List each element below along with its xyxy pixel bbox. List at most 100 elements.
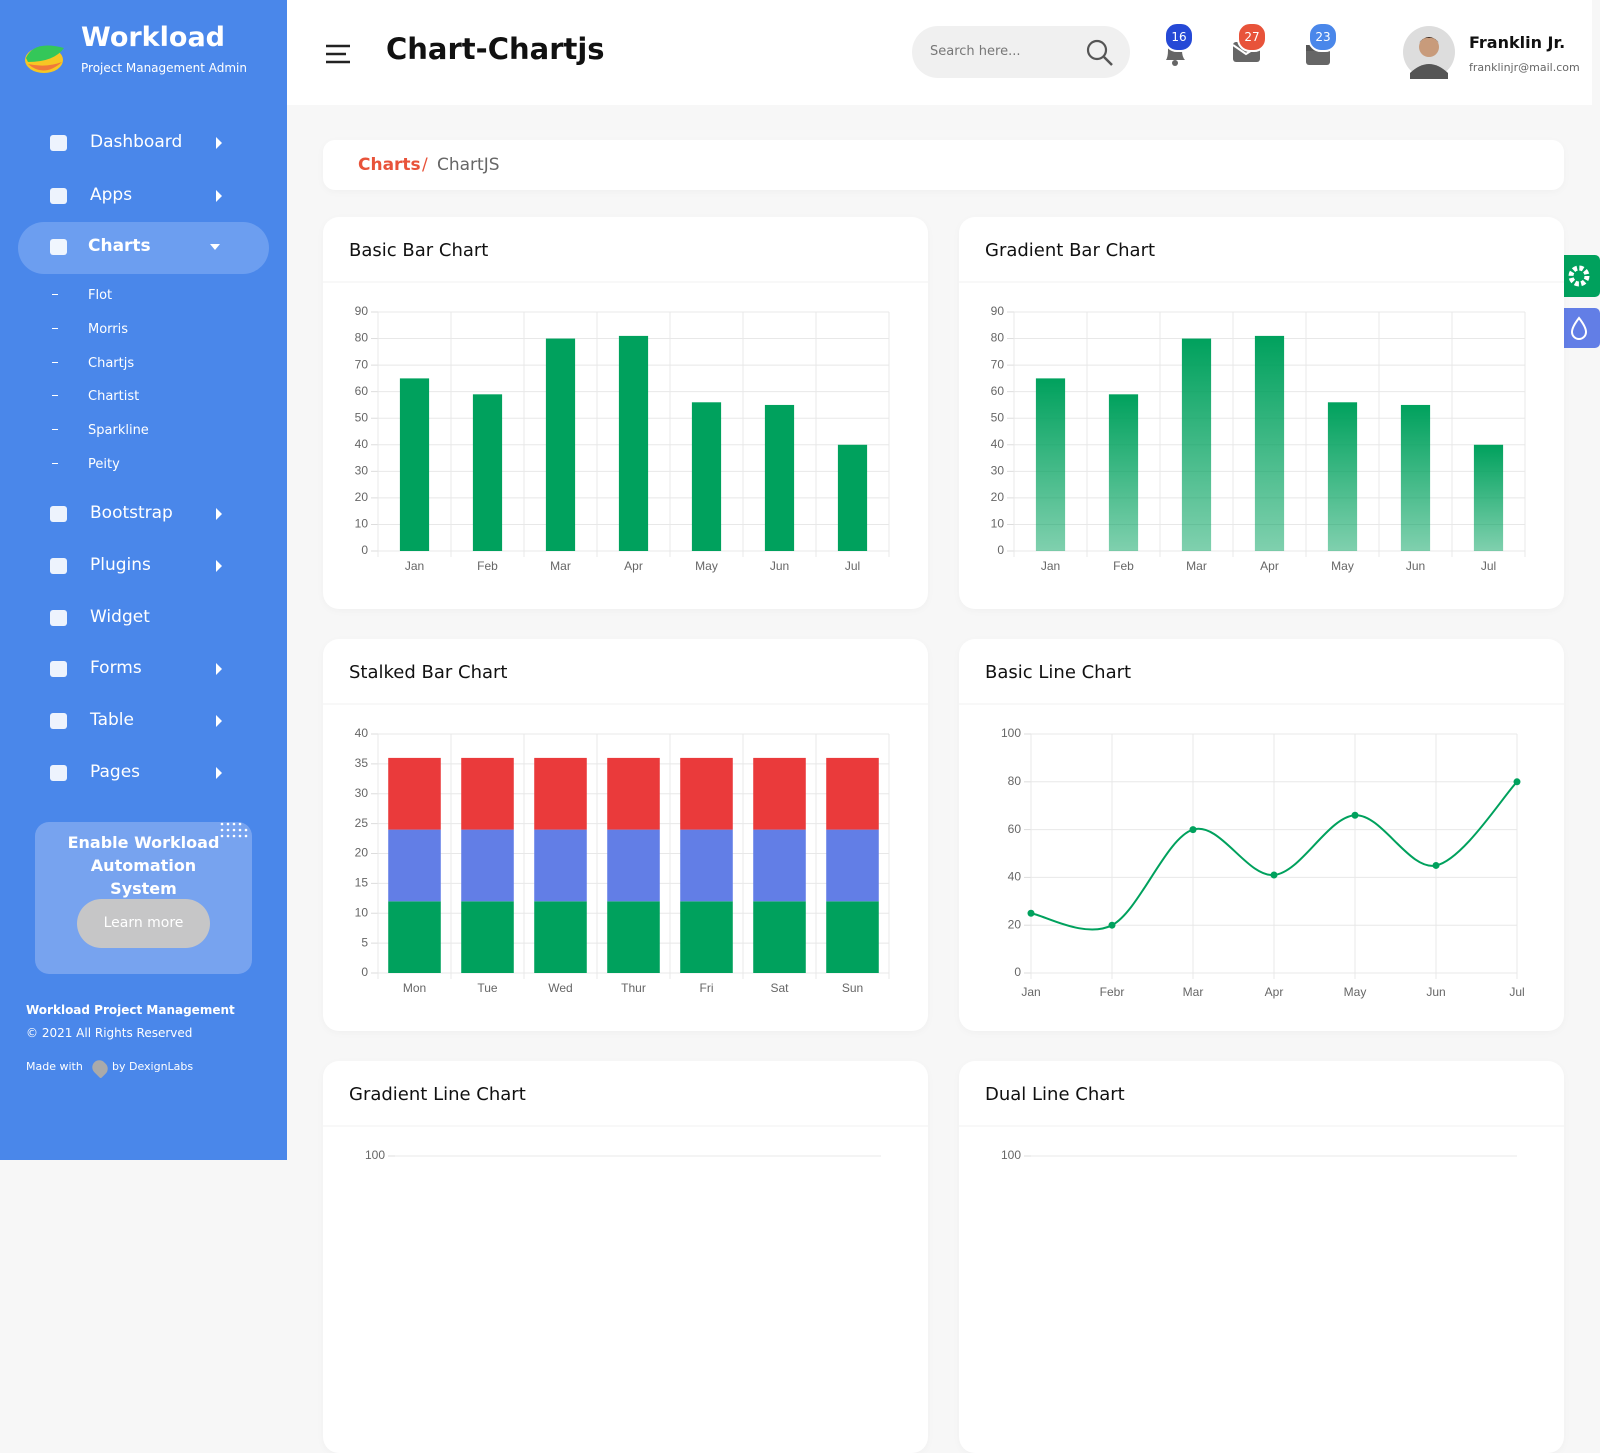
page-title: Chart-Chartjs (386, 32, 605, 66)
x-tick-label: Jun (1426, 985, 1445, 999)
point (1189, 826, 1197, 834)
point (1270, 871, 1278, 879)
submenu-dash (52, 328, 58, 329)
menu-icon (50, 135, 67, 151)
submenu-item[interactable]: Sparkline (88, 423, 149, 438)
x-tick-label: Apr (1265, 985, 1284, 999)
y-tick-label: 0 (1014, 965, 1021, 979)
bar (472, 394, 503, 551)
menu-item[interactable]: Table (90, 710, 134, 730)
submenu-item[interactable]: Chartjs (88, 356, 135, 371)
chart-title: Gradient Line Chart (349, 1084, 526, 1105)
icon-shape (50, 135, 67, 151)
submenu-item[interactable]: Flot (88, 288, 113, 303)
menu-toggle[interactable] (326, 44, 352, 64)
bar-segment (607, 757, 660, 830)
y-tick-label: 0 (997, 543, 1004, 557)
menu-item[interactable]: Bootstrap (90, 503, 173, 523)
icon-shape (50, 713, 67, 729)
menu-item[interactable]: Widget (90, 607, 150, 627)
submenu-item[interactable]: Chartist (88, 389, 140, 404)
bar-segment (607, 829, 660, 902)
breadcrumb-separator: / (422, 155, 428, 175)
y-tick-label: 20 (355, 490, 369, 504)
y-tick-label: 80 (1008, 774, 1022, 788)
x-tick-label: Feb (477, 559, 498, 573)
menu-icon (50, 239, 67, 255)
bar-segment (826, 901, 879, 973)
point (1027, 909, 1035, 917)
menu-item[interactable]: Dashboard (90, 132, 183, 152)
menu-arrow (216, 663, 222, 675)
submenu-item[interactable]: Peity (88, 457, 120, 472)
bar (764, 404, 795, 551)
brand: Workload (81, 22, 225, 53)
menu-item[interactable]: Pages (90, 762, 141, 782)
menu-icon (50, 506, 67, 522)
y-tick-label: 20 (991, 490, 1005, 504)
promo-dots (220, 822, 248, 838)
bar (1181, 338, 1212, 551)
search-box[interactable] (912, 26, 1130, 78)
menu-item[interactable]: Forms (90, 658, 142, 678)
submenu-item[interactable]: Morris (88, 322, 129, 337)
x-tick-label: Fri (700, 981, 714, 995)
submenu-dash (52, 429, 58, 430)
chart-title: Stalked Bar Chart (349, 662, 507, 683)
chart-card: Gradient Bar Chart 0 10 20 30 40 50 60 70 80 90 Jan… (959, 217, 1564, 609)
badge[interactable]: 23 (1308, 22, 1338, 52)
chart-card: Basic Line Chart 0 20 40 60 80 100 Jan Febr Mar Ap… (959, 639, 1564, 1031)
y-tick-label: 100 (1001, 1148, 1021, 1162)
bar-segment (753, 901, 806, 973)
chart-card: Basic Bar Chart 0 10 20 30 40 50 60 70 80 90 Jan Feb… (323, 217, 928, 609)
y-tick-label: 40 (991, 437, 1005, 451)
icon-shape (50, 661, 67, 677)
x-tick-label: Apr (624, 559, 643, 573)
y-tick-label: 10 (355, 517, 369, 531)
bar-segment (534, 829, 587, 902)
bar-segment (534, 757, 587, 830)
logo (25, 45, 64, 73)
user-name: Franklin Jr. (1469, 33, 1566, 52)
y-tick-label: 10 (355, 905, 369, 919)
bar (1108, 394, 1139, 551)
footer-by: by DexignLabs (112, 1060, 194, 1073)
chart-card: Stalked Bar Chart 0 5 10 15 20 25 30 35 40 Mon Tue W… (323, 639, 928, 1031)
menu-item[interactable]: Apps (90, 185, 133, 205)
y-tick-label: 60 (355, 384, 369, 398)
bar-segment (461, 829, 514, 902)
badge[interactable]: 27 (1237, 22, 1267, 52)
menu-item[interactable]: Charts (88, 236, 151, 256)
menu-icon (50, 661, 67, 677)
point (1108, 921, 1116, 929)
bar-segment (388, 901, 441, 973)
icon-shape (50, 558, 67, 574)
search-icon[interactable] (1085, 38, 1115, 68)
footer-title: Workload Project Management (26, 1003, 235, 1017)
submenu-dash (52, 294, 58, 295)
chart-title: Basic Line Chart (985, 662, 1131, 683)
tagline: Project Management Admin (81, 61, 247, 75)
theme-button[interactable] (1558, 308, 1600, 348)
point (1351, 811, 1359, 819)
badge[interactable]: 16 (1164, 22, 1194, 52)
x-tick-label: Jan (1041, 559, 1060, 573)
bar (618, 335, 649, 551)
menu-icon (50, 713, 67, 729)
chart-card: Gradient Line Chart 100 (323, 1061, 928, 1453)
bar-segment (680, 901, 733, 973)
avatar[interactable] (1402, 25, 1456, 79)
menu-icon (50, 558, 67, 574)
bar (691, 402, 722, 551)
breadcrumb-parent[interactable]: Charts (358, 155, 421, 175)
arrow-shape (216, 137, 222, 149)
menu-item[interactable]: Plugins (90, 555, 151, 575)
promo-button[interactable]: Learn more (77, 899, 210, 948)
x-tick-label: Mon (403, 981, 426, 995)
bar-segment (753, 757, 806, 830)
arrow-shape (216, 508, 222, 520)
bar (837, 444, 868, 551)
bar (1254, 335, 1285, 551)
icon-shape (50, 188, 67, 204)
icon-shape (50, 506, 67, 522)
